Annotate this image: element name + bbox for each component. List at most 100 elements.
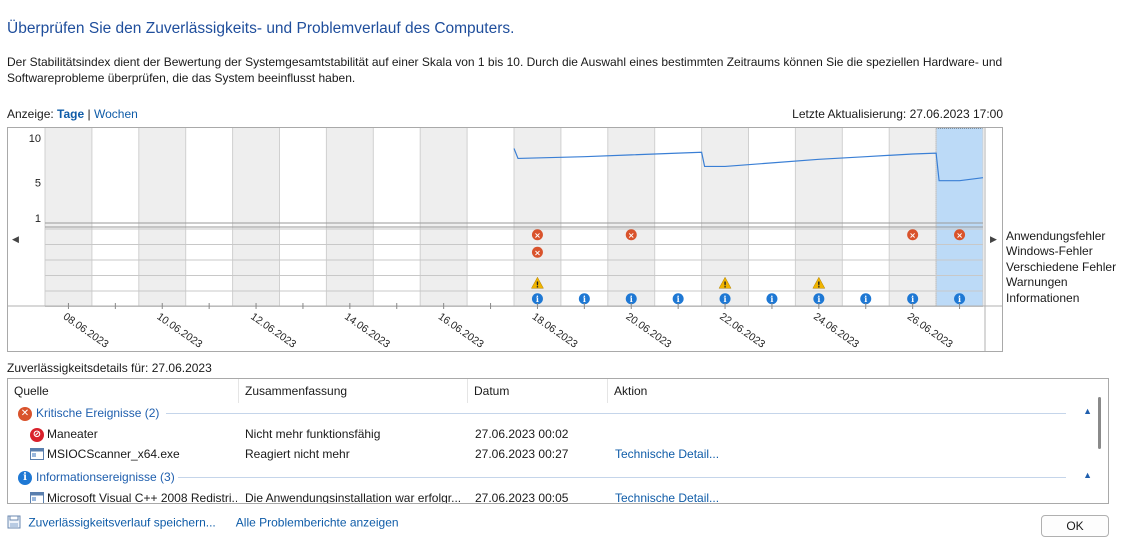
row-summary: Nicht mehr funktionsfähig — [245, 427, 381, 441]
chart-column-bg — [654, 128, 702, 306]
warning-glyph: ! — [817, 280, 821, 289]
x-date-label: 26.06.2023 — [905, 311, 955, 351]
info-i-glyph: i — [817, 294, 820, 304]
chart-column-bg — [842, 128, 890, 306]
row-action-link[interactable]: Technische Detail... — [615, 447, 720, 461]
info-i-glyph: i — [583, 294, 586, 304]
details-table[interactable]: Quelle Zusammenfassung Datum ⌃ Aktion ✕ … — [7, 378, 1109, 504]
info-i-glyph: i — [958, 294, 961, 304]
chart-scroll-left-icon[interactable]: ◀ — [12, 234, 19, 244]
page-title: Überprüfen Sie den Zuverlässigkeits- und… — [7, 20, 515, 37]
table-row[interactable]: Microsoft Visual C++ 2008 Redistri... Di… — [8, 488, 1092, 504]
column-header-source[interactable]: Quelle — [8, 379, 239, 403]
warning-glyph: ! — [536, 280, 540, 289]
ok-button[interactable]: OK — [1041, 515, 1109, 537]
chart-scroll-right-icon[interactable]: ▶ — [990, 234, 997, 244]
warning-event-icon — [531, 276, 544, 289]
info-event-icon — [719, 293, 731, 305]
chart-column-bg — [420, 128, 468, 306]
chart-column-bg — [232, 128, 280, 306]
info-i-glyph: i — [724, 294, 727, 304]
chart-column-bg — [279, 128, 327, 306]
error-x-glyph: × — [909, 231, 916, 240]
x-date-label: 08.06.2023 — [61, 311, 111, 351]
error-event-icon — [531, 229, 543, 241]
table-row[interactable]: ⊘ Maneater Nicht mehr funktionsfähig 27.… — [8, 424, 1092, 444]
info-event-icon — [813, 293, 825, 305]
error-event-icon — [954, 229, 966, 241]
x-date-label: 14.06.2023 — [342, 311, 392, 351]
warning-glyph: ! — [723, 280, 727, 289]
chart-column-bg — [45, 128, 92, 306]
column-header-summary[interactable]: Zusammenfassung — [239, 379, 468, 403]
group-critical-events[interactable]: ✕ Kritische Ereignisse (2) ▲ — [8, 403, 1092, 423]
view-label: Anzeige: — [7, 107, 54, 121]
row-date: 27.06.2023 00:02 — [475, 427, 569, 441]
sort-up-icon: ⌃ — [534, 378, 543, 384]
x-date-label: 22.06.2023 — [717, 311, 767, 351]
view-days-link[interactable]: Tage — [57, 107, 85, 121]
view-weeks-link[interactable]: Wochen — [93, 107, 138, 121]
group-divider — [166, 413, 1066, 414]
error-event-icon — [625, 229, 637, 241]
chart-column-bg — [326, 128, 374, 306]
chart-column-bg — [607, 128, 655, 306]
reliability-chart[interactable]: 10 5 1 × × × × ×!!! i i i i i i i i i i 08.06.2023 10.06.20… — [7, 127, 1003, 352]
save-icon — [7, 515, 21, 532]
info-i-glyph: i — [677, 294, 680, 304]
error-event-icon — [907, 229, 919, 241]
y-tick-label: 5 — [35, 177, 41, 189]
x-date-label: 18.06.2023 — [530, 311, 580, 351]
row-label-information: Informationen — [1006, 290, 1080, 305]
info-event-icon — [531, 293, 543, 305]
row-label-application-errors: Anwendungsfehler — [1006, 229, 1106, 243]
chart-column-bg — [701, 128, 749, 306]
row-source: Microsoft Visual C++ 2008 Redistri... — [47, 491, 237, 504]
group-title-critical: Kritische Ereignisse (2) — [36, 406, 160, 420]
row-date: 27.06.2023 00:27 — [475, 447, 569, 461]
row-source: MSIOCScanner_x64.exe — [47, 447, 180, 461]
collapse-chevron-up-icon[interactable]: ▲ — [1083, 406, 1092, 416]
x-date-label: 20.06.2023 — [624, 311, 674, 351]
column-header-date[interactable]: Datum — [468, 379, 608, 403]
info-event-icon — [907, 293, 919, 305]
x-date-label: 16.06.2023 — [436, 311, 486, 351]
row-summary: Die Anwendungsinstallation war erfolgr..… — [245, 491, 462, 504]
info-event-icon — [672, 293, 684, 305]
info-event-icon — [578, 293, 590, 305]
row-label-warnings: Warnungen — [1006, 275, 1068, 290]
table-row[interactable]: MSIOCScanner_x64.exe Reagiert nicht mehr… — [8, 444, 1092, 464]
chart-column-bg — [185, 128, 233, 306]
details-caption: Zuverlässigkeitsdetails für: 27.06.2023 — [7, 361, 212, 375]
x-date-label: 24.06.2023 — [811, 311, 861, 351]
info-event-icon — [954, 293, 966, 305]
row-summary: Reagiert nicht mehr — [245, 447, 350, 461]
chart-column-bg — [138, 128, 186, 306]
error-x-glyph: × — [534, 248, 541, 257]
row-action-link[interactable]: Technische Detail... — [615, 491, 720, 504]
all-problem-reports-link[interactable]: Alle Problemberichte anzeigen — [235, 515, 399, 530]
row-date: 27.06.2023 00:05 — [475, 491, 569, 504]
x-date-label: 10.06.2023 — [155, 311, 205, 351]
info-i-glyph: i — [536, 294, 539, 304]
chart-column-bg — [373, 128, 421, 306]
x-date-label: 12.06.2023 — [248, 311, 298, 351]
view-separator: | — [87, 107, 91, 121]
save-history-link[interactable]: Zuverlässigkeitsverlauf speichern... — [28, 515, 216, 530]
collapse-chevron-up-icon[interactable]: ▲ — [1083, 470, 1092, 480]
error-x-glyph: × — [628, 231, 635, 240]
row-source: Maneater — [47, 427, 98, 441]
app-window-icon — [30, 448, 44, 463]
chart-column-bg — [748, 128, 796, 306]
chart-column-bg — [795, 128, 843, 306]
column-header-action[interactable]: Aktion — [614, 384, 648, 398]
group-information-events[interactable]: i Informationsereignisse (3) ▲ — [8, 467, 1092, 487]
group-divider — [178, 477, 1066, 478]
vertical-scrollbar[interactable] — [1092, 379, 1108, 503]
chart-column-bg — [91, 128, 139, 306]
group-title-information: Informationsereignisse (3) — [36, 470, 175, 484]
scrollbar-thumb[interactable] — [1098, 397, 1101, 449]
stability-index-line — [513, 148, 984, 182]
reliability-chart-svg[interactable]: 10 5 1 × × × × ×!! ! i i i i i i i i i i 08.06.2023 10.06.20… — [8, 128, 1002, 351]
chart-column-bg — [560, 128, 608, 306]
